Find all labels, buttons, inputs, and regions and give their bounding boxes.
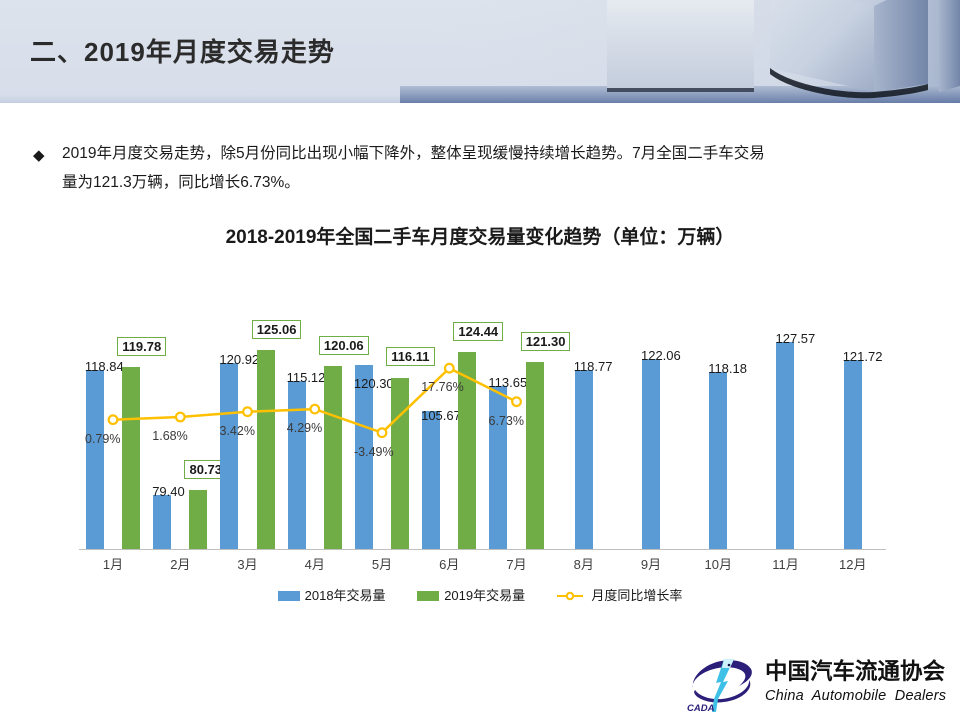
svg-text:CADA: CADA — [687, 703, 715, 714]
